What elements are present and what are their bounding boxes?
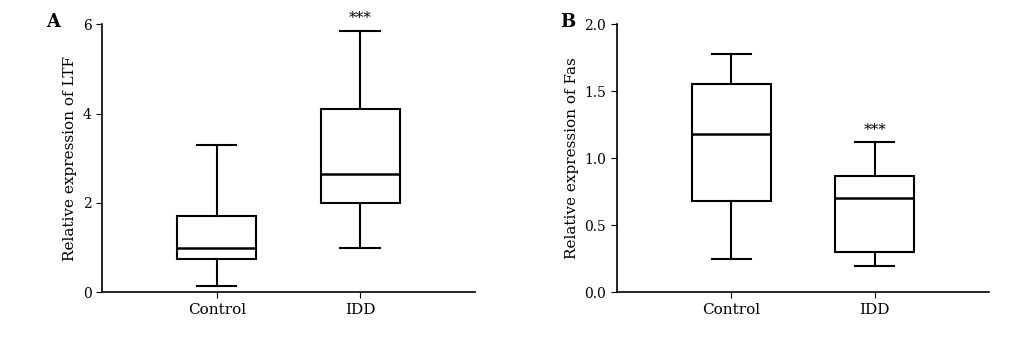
PathPatch shape xyxy=(320,109,399,203)
Y-axis label: Relative expression of Fas: Relative expression of Fas xyxy=(565,57,578,259)
PathPatch shape xyxy=(177,216,256,259)
PathPatch shape xyxy=(691,85,770,201)
Text: A: A xyxy=(46,13,60,31)
Text: ***: *** xyxy=(862,123,886,137)
Text: B: B xyxy=(560,13,576,31)
Y-axis label: Relative expression of LTF: Relative expression of LTF xyxy=(63,56,77,261)
Text: ***: *** xyxy=(348,11,371,25)
PathPatch shape xyxy=(835,176,913,252)
